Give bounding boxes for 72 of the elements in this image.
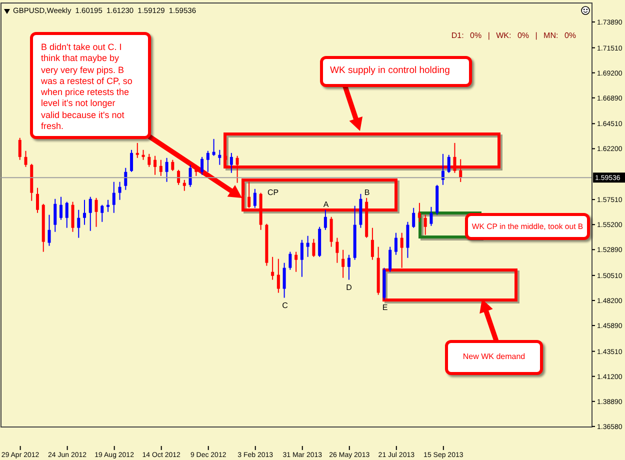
candlestick	[336, 237, 339, 264]
candlestick	[100, 204, 104, 222]
candlestick	[159, 159, 162, 176]
candlestick	[370, 227, 374, 260]
candlestick	[248, 181, 251, 208]
candlestick	[282, 262, 286, 298]
candlestick	[165, 157, 168, 182]
candlestick	[154, 155, 157, 176]
annotation: New WK demand	[462, 352, 526, 362]
annotation: WK supply in control holding	[330, 65, 450, 77]
candlestick	[412, 207, 416, 228]
candlestick	[130, 149, 134, 172]
candlestick	[18, 137, 22, 160]
candlestick	[388, 246, 392, 272]
candlestick	[459, 158, 462, 182]
candlestick	[312, 238, 316, 258]
candlestick	[112, 181, 116, 214]
candlestick	[206, 150, 210, 172]
candlestick	[194, 164, 198, 176]
candlestick	[430, 206, 433, 226]
candlestick	[36, 187, 39, 214]
candlestick	[77, 209, 80, 238]
candlestick	[71, 201, 74, 232]
candlestick	[271, 256, 274, 280]
candlestick	[200, 156, 204, 176]
candlestick	[124, 167, 128, 190]
candlestick	[48, 214, 51, 246]
candlestick	[294, 251, 298, 272]
candlestick	[300, 239, 304, 278]
candlestick	[142, 149, 145, 160]
candlestick	[65, 201, 68, 228]
candlestick	[136, 142, 139, 158]
candlestick	[324, 209, 327, 230]
annotation: E	[382, 303, 388, 312]
annotation: C	[282, 301, 288, 310]
candlestick	[106, 199, 110, 212]
candlestick	[60, 196, 63, 220]
candlestick	[24, 150, 28, 168]
candlestick	[182, 179, 186, 192]
candlestick	[177, 169, 180, 186]
candlestick	[54, 198, 57, 232]
candlestick	[330, 216, 333, 248]
annotation: A	[323, 200, 330, 209]
annotation: D	[346, 283, 352, 292]
candlestick	[83, 199, 86, 226]
annotation: CP	[267, 188, 279, 197]
candlestick	[118, 181, 122, 200]
candlestick	[94, 197, 98, 228]
annotation: D1: 0% | WK: 0% | MN: 0%	[451, 31, 576, 41]
candlestick	[148, 153, 151, 168]
candlestick	[400, 232, 404, 268]
candlestick	[306, 235, 310, 258]
candlestick	[230, 152, 233, 174]
candlestick	[188, 164, 192, 188]
candlestick	[236, 155, 239, 184]
candlestick	[253, 188, 256, 208]
candlestick	[453, 142, 456, 174]
candlestick	[288, 251, 292, 270]
candlestick	[447, 154, 450, 174]
candlestick	[424, 214, 427, 236]
annotation: B didn't take out C. I think that maybe by very very few pips. B was a restest of CP, so when price retests the level it's not longer valid because it's not fresh.	[41, 42, 134, 132]
candlestick	[394, 232, 398, 256]
candlestick	[342, 249, 345, 278]
candlestick	[88, 196, 92, 232]
annotation: B	[364, 188, 370, 197]
candlestick	[347, 254, 350, 280]
candlestick	[218, 149, 222, 166]
candlestick	[406, 221, 410, 258]
candlestick	[171, 159, 174, 172]
candlestick	[418, 202, 421, 222]
candlestick	[212, 138, 216, 156]
candlestick	[276, 258, 280, 294]
